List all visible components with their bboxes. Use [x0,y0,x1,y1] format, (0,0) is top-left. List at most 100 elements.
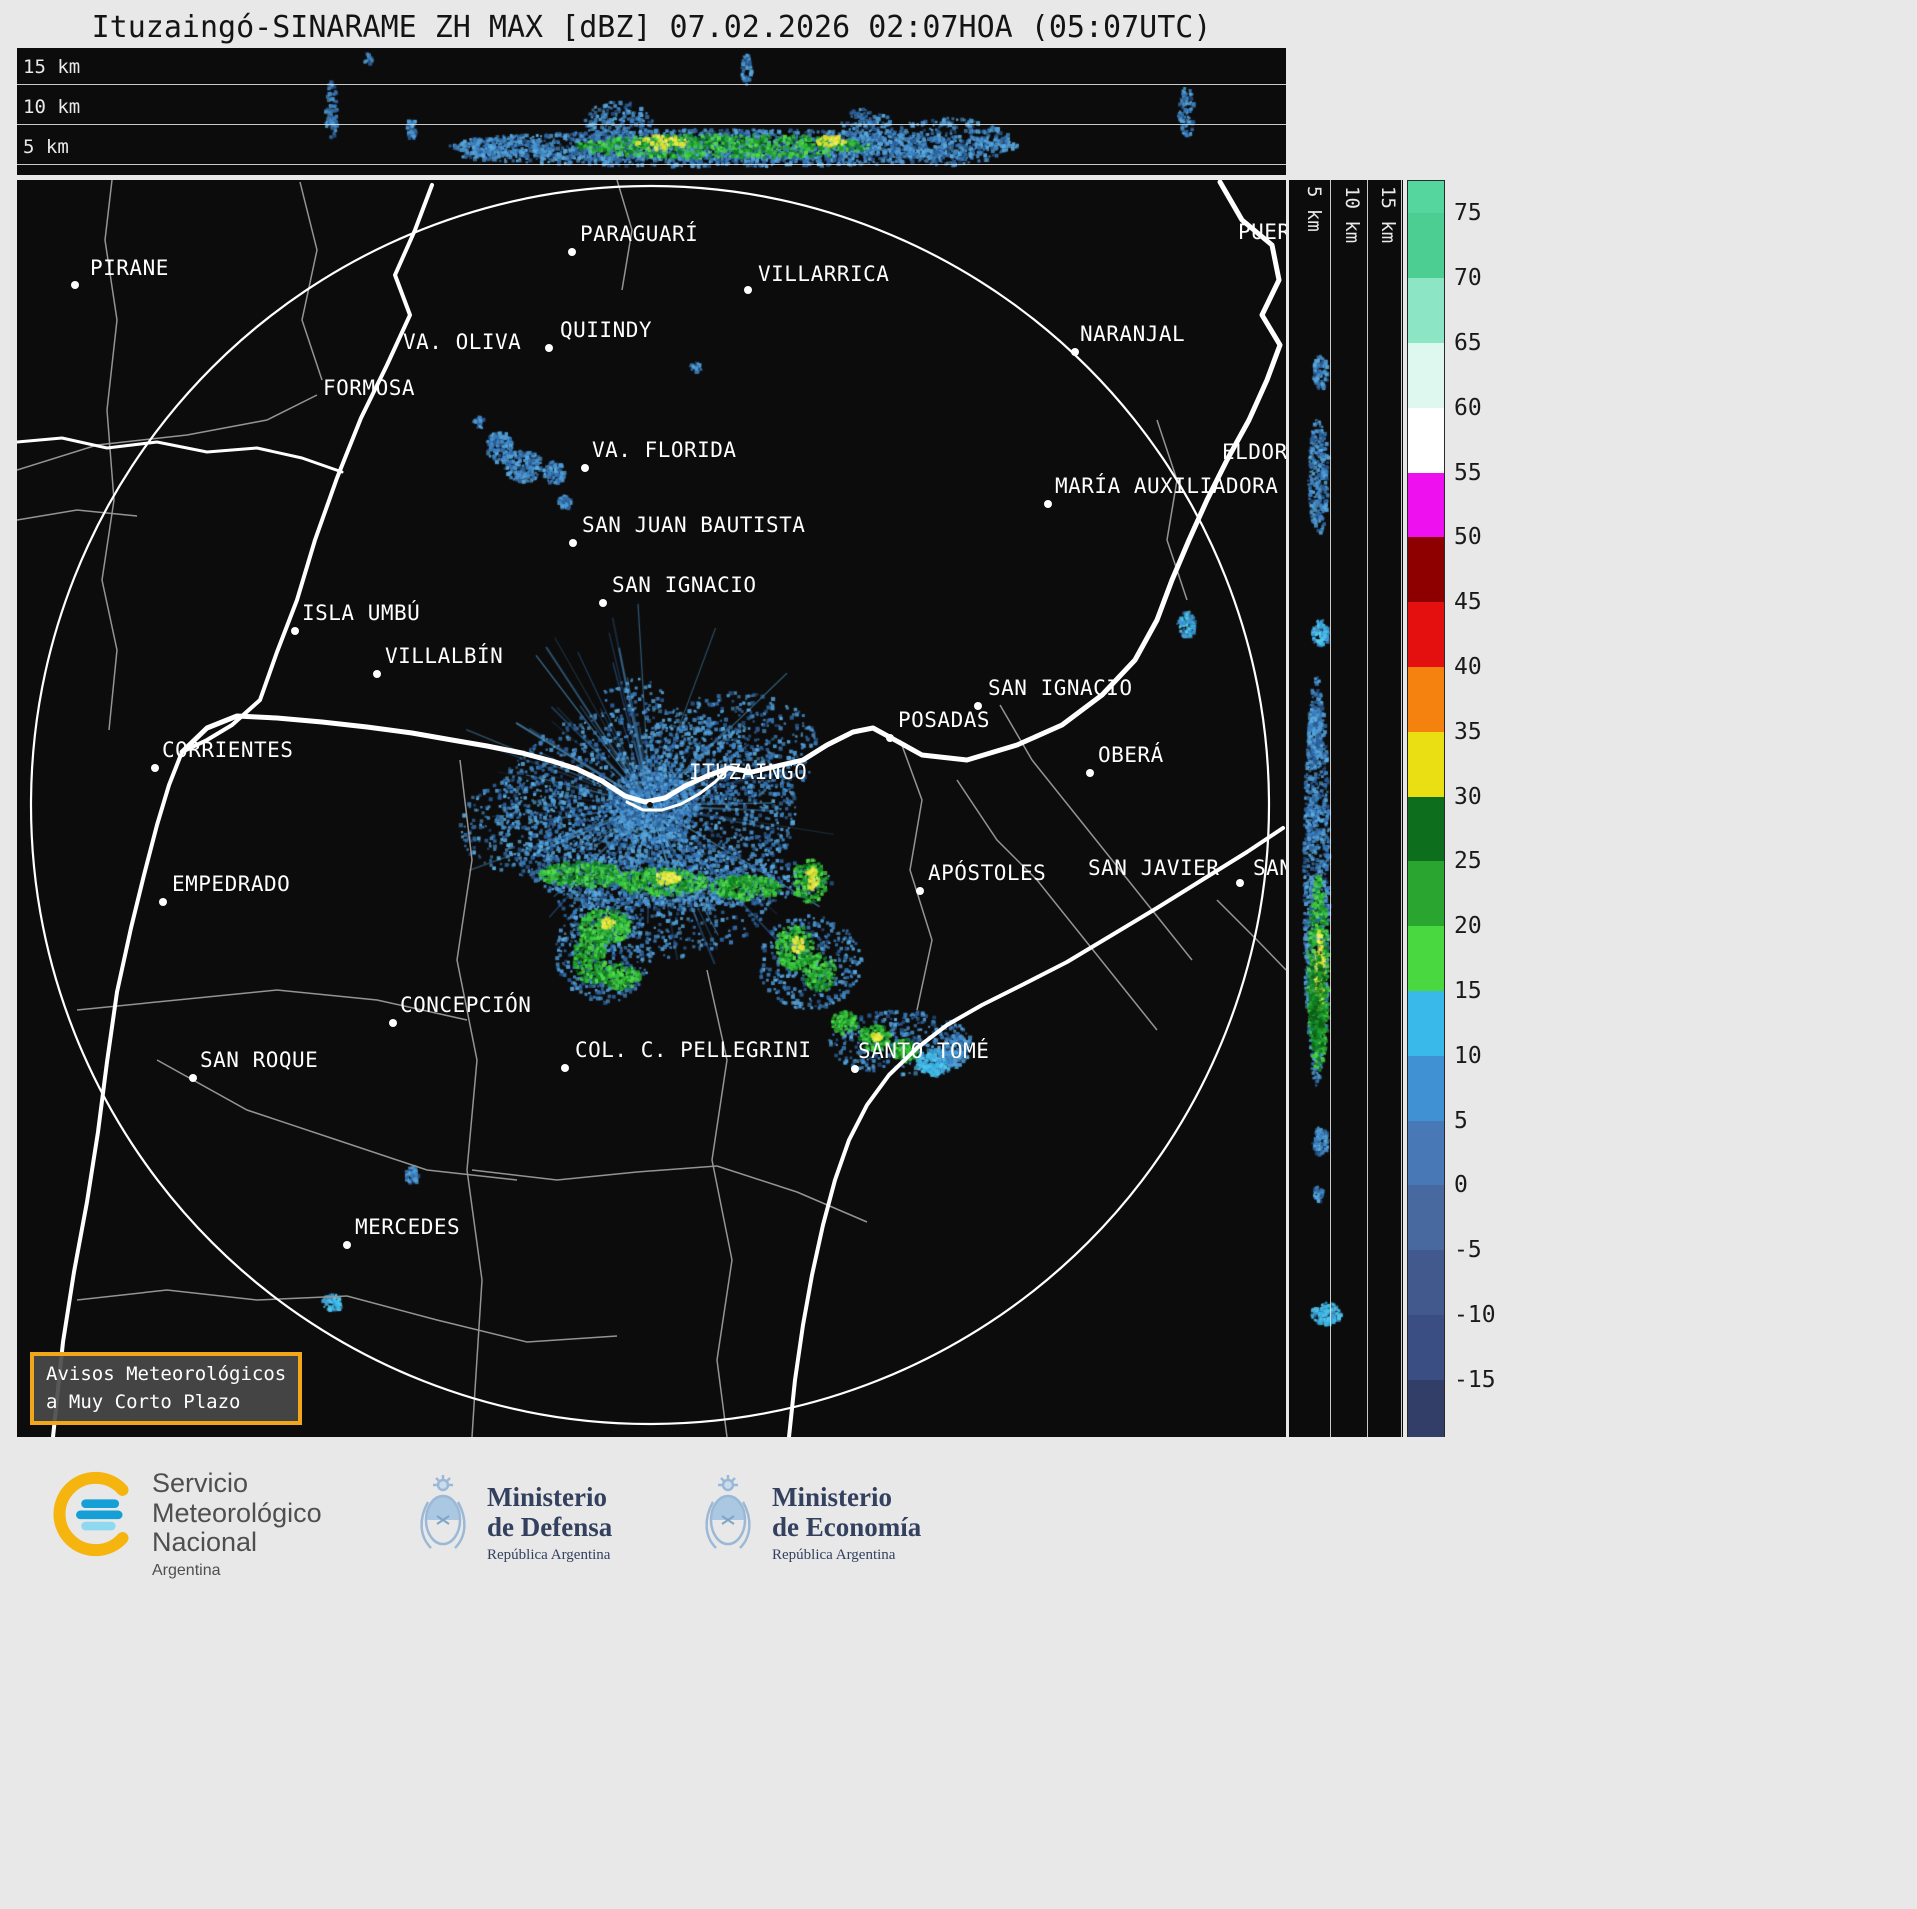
smn-line-4: Argentina [152,1562,221,1580]
city-label: SAN JUAN BAUTISTA [582,513,806,537]
smn-logo-icon [53,1471,129,1557]
colorbar-tick-label: 70 [1454,265,1482,292]
page-title: Ituzaingó-SINARAME ZH MAX [dBZ] 07.02.20… [91,10,1212,45]
city-label: ELDORADO [1222,440,1286,464]
colorbar-tick-label: 75 [1454,200,1482,227]
smn-line-3: Nacional [152,1527,258,1558]
smn-logo-group: Servicio Meteorológico Nacional Argentin… [52,1468,322,1580]
colorbar-segment [1408,926,1444,992]
colorbar-tick-label: 15 [1454,977,1482,1004]
river-parana-braid [625,766,731,812]
defensa-line-3: República Argentina [487,1547,611,1564]
city-dot [1044,500,1052,508]
colorbar-tick-label: -5 [1454,1237,1482,1264]
warning-line-2: a Muy Corto Plazo [46,1390,241,1413]
city-dot [886,734,894,742]
altitude-gridline-10km-v [1367,180,1368,1437]
colorbar-tick-label: -15 [1454,1366,1496,1393]
rivers [17,180,1285,1437]
coat-of-arms-icon [420,1475,466,1549]
colorbar-tick-label: 65 [1454,329,1482,356]
economia-text: Ministerio de Economía República Argenti… [772,1482,922,1564]
city-dot [373,670,381,678]
colorbar-segments [1408,181,1444,1439]
city-label: VA. OLIVA [403,330,522,354]
city-label: SAN ROQUE [200,1048,319,1072]
colorbar-segment [1408,181,1444,214]
colorbar-segment [1408,861,1444,927]
altitude-gridline-15km-v [1401,180,1402,1437]
city-label: CORRIENTES [162,738,294,762]
range-ring [29,184,1271,1426]
river-uruguay [787,826,1285,1437]
city-label: POSADAS [898,708,991,732]
colorbar-segment [1408,666,1444,733]
city-label: EMPEDRADO [172,872,291,896]
map-overlay [17,180,1286,1437]
colorbar-tick-label: 30 [1454,783,1482,810]
colorbar-tick-label: 50 [1454,524,1482,551]
city-label: OBERÁ [1098,743,1164,767]
colorbar-segment [1408,1055,1444,1121]
footer: Servicio Meteorológico Nacional Argentin… [0,1437,1917,1909]
colorbar-segment [1408,278,1444,344]
city-dot [71,281,79,289]
river-parana [179,180,1283,805]
colorbar-segment [1408,1250,1444,1316]
warning-line-1: Avisos Meteorológicos [46,1363,287,1385]
economia-logo-group: Ministerio de Economía República Argenti… [700,1473,921,1564]
city-dot [389,1019,397,1027]
altitude-label-10km-v: 10 km [1341,186,1363,244]
city-dot [744,286,752,294]
colorbar-segment [1408,1185,1444,1251]
altitude-gridline-5km-v [1330,180,1331,1437]
city-dot [599,599,607,607]
altitude-gridline-15km [17,84,1286,85]
city-label: SAN JAVIER [1088,856,1220,880]
radar-map-panel: PIRANE PARAGUARÍ VILLARRICA QUIINDY VA. OLIV… [17,180,1286,1437]
colorbar-segment [1408,602,1444,668]
city-dot [581,464,589,472]
top-cross-section-canvas [17,48,1286,175]
city-label: SAN IGNACIO [612,573,757,597]
economia-line-3: República Argentina [772,1547,896,1564]
city-dot [151,764,159,772]
city-dot [569,539,577,547]
colorbar-tick-label: 55 [1454,459,1482,486]
defensa-line-1: Ministerio [487,1482,607,1512]
city-label: FORMOSA [323,376,416,400]
colorbar-tick-label: 5 [1454,1107,1468,1134]
colorbar-ticks: 75 70 65 60 55 50 45 40 35 30 25 20 15 10 5 0 -5 -10 -15 [1408,181,1496,1438]
colorbar-segment [1408,407,1444,474]
altitude-gridline-10km [17,124,1286,125]
city-label: VILLALBÍN [385,644,504,668]
river-bermejo [17,436,344,474]
economia-line-2: de Economía [772,1511,922,1542]
city-dot [291,627,299,635]
dbz-colorbar: 75 70 65 60 55 50 45 40 35 30 25 20 15 10 5 0 -5 -10 -15 [1407,180,1496,1439]
defensa-text: Ministerio de Defensa República Argentin… [487,1482,613,1564]
colorbar-segment [1408,537,1444,603]
city-label: SANTO TOMÉ [858,1039,990,1063]
defensa-line-2: de Defensa [487,1511,613,1542]
colorbar-tick-label: 20 [1454,913,1482,940]
colorbar-tick-label: 25 [1454,848,1482,875]
colorbar-segment [1408,1379,1444,1439]
smn-line-1: Servicio [152,1468,249,1498]
city-label: APÓSTOLES [928,861,1047,885]
colorbar-segment [1408,213,1444,279]
river-parana-lower [51,750,184,1437]
altitude-label-10km: 10 km [23,96,81,118]
colorbar-segment [1408,342,1444,409]
altitude-label-5km: 5 km [23,136,69,158]
colorbar-segment [1408,1314,1444,1381]
city-label: COL. C. PELLEGRINI [575,1038,812,1062]
city-label: ITUZAINGÓ [689,760,808,784]
colorbar-tick-label: 40 [1454,653,1482,680]
city-label: ISLA UMBÚ [302,601,421,625]
city-dot [343,1241,351,1249]
city-dot [561,1064,569,1072]
city-dot [974,702,982,710]
side-cross-section-panel: 5 km 10 km 15 km [1289,180,1403,1437]
